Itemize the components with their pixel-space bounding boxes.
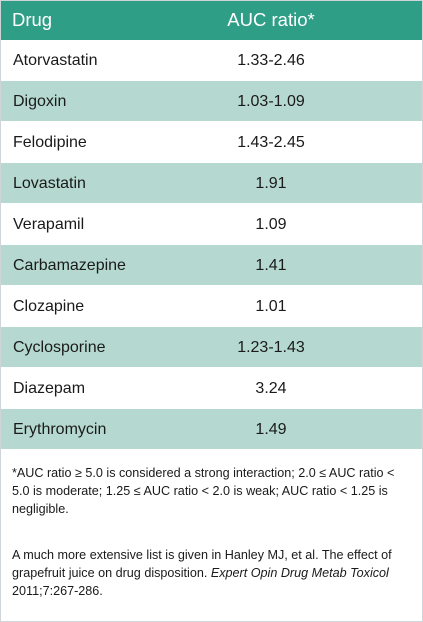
table-row: Digoxin 1.03-1.09 <box>1 81 422 122</box>
table-row: Diazepam 3.24 <box>1 368 422 409</box>
table-row: Atorvastatin 1.33-2.46 <box>1 40 422 81</box>
drug-name: Lovastatin <box>13 175 86 192</box>
auc-ratio-value: 1.01 <box>255 298 287 315</box>
table-row: Lovastatin 1.91 <box>1 163 422 204</box>
drug-name: Cyclosporine <box>13 339 106 356</box>
auc-ratio-footnote: *AUC ratio ≥ 5.0 is considered a strong … <box>12 466 395 516</box>
table-body: Atorvastatin 1.33-2.46 Digoxin 1.03-1.09… <box>1 40 422 450</box>
auc-ratio-value: 1.33-2.46 <box>237 52 305 69</box>
table-row: Clozapine 1.01 <box>1 286 422 327</box>
reference-journal: Expert Opin Drug Metab Toxicol <box>210 566 389 580</box>
header-drug: Drug <box>12 9 53 30</box>
auc-ratio-value: 1.41 <box>255 257 287 274</box>
auc-ratio-value: 3.24 <box>255 380 287 397</box>
drug-name: Clozapine <box>13 298 85 315</box>
drug-name: Carbamazepine <box>13 257 126 274</box>
auc-ratio-value: 1.23-1.43 <box>237 339 305 356</box>
auc-ratio-value: 1.03-1.09 <box>237 93 305 110</box>
auc-ratio-value: 1.49 <box>255 421 287 438</box>
auc-ratio-value: 1.09 <box>255 216 287 233</box>
reference-text: A much more extensive list is given in H… <box>12 548 392 580</box>
drug-name: Felodipine <box>13 134 87 151</box>
table-row: Carbamazepine 1.41 <box>1 245 422 286</box>
table-row: Felodipine 1.43-2.45 <box>1 122 422 163</box>
drug-name: Verapamil <box>13 216 85 233</box>
table-row: Cyclosporine 1.23-1.43 <box>1 327 422 368</box>
drug-name: Diazepam <box>13 380 86 397</box>
reference-citation: 2011;7:267-286. <box>12 584 103 598</box>
reference-note: A much more extensive list is given in H… <box>12 546 417 600</box>
drug-name: Erythromycin <box>13 421 107 438</box>
drug-name: Digoxin <box>13 93 67 110</box>
auc-ratio-value: 1.91 <box>255 175 287 192</box>
drug-name: Atorvastatin <box>13 52 98 69</box>
table-row: Erythromycin 1.49 <box>1 409 422 450</box>
auc-ratio-value: 1.43-2.45 <box>237 134 305 151</box>
table-header: Drug AUC ratio* <box>1 1 422 40</box>
header-auc-ratio: AUC ratio* <box>227 9 315 30</box>
table-row: Verapamil 1.09 <box>1 204 422 245</box>
